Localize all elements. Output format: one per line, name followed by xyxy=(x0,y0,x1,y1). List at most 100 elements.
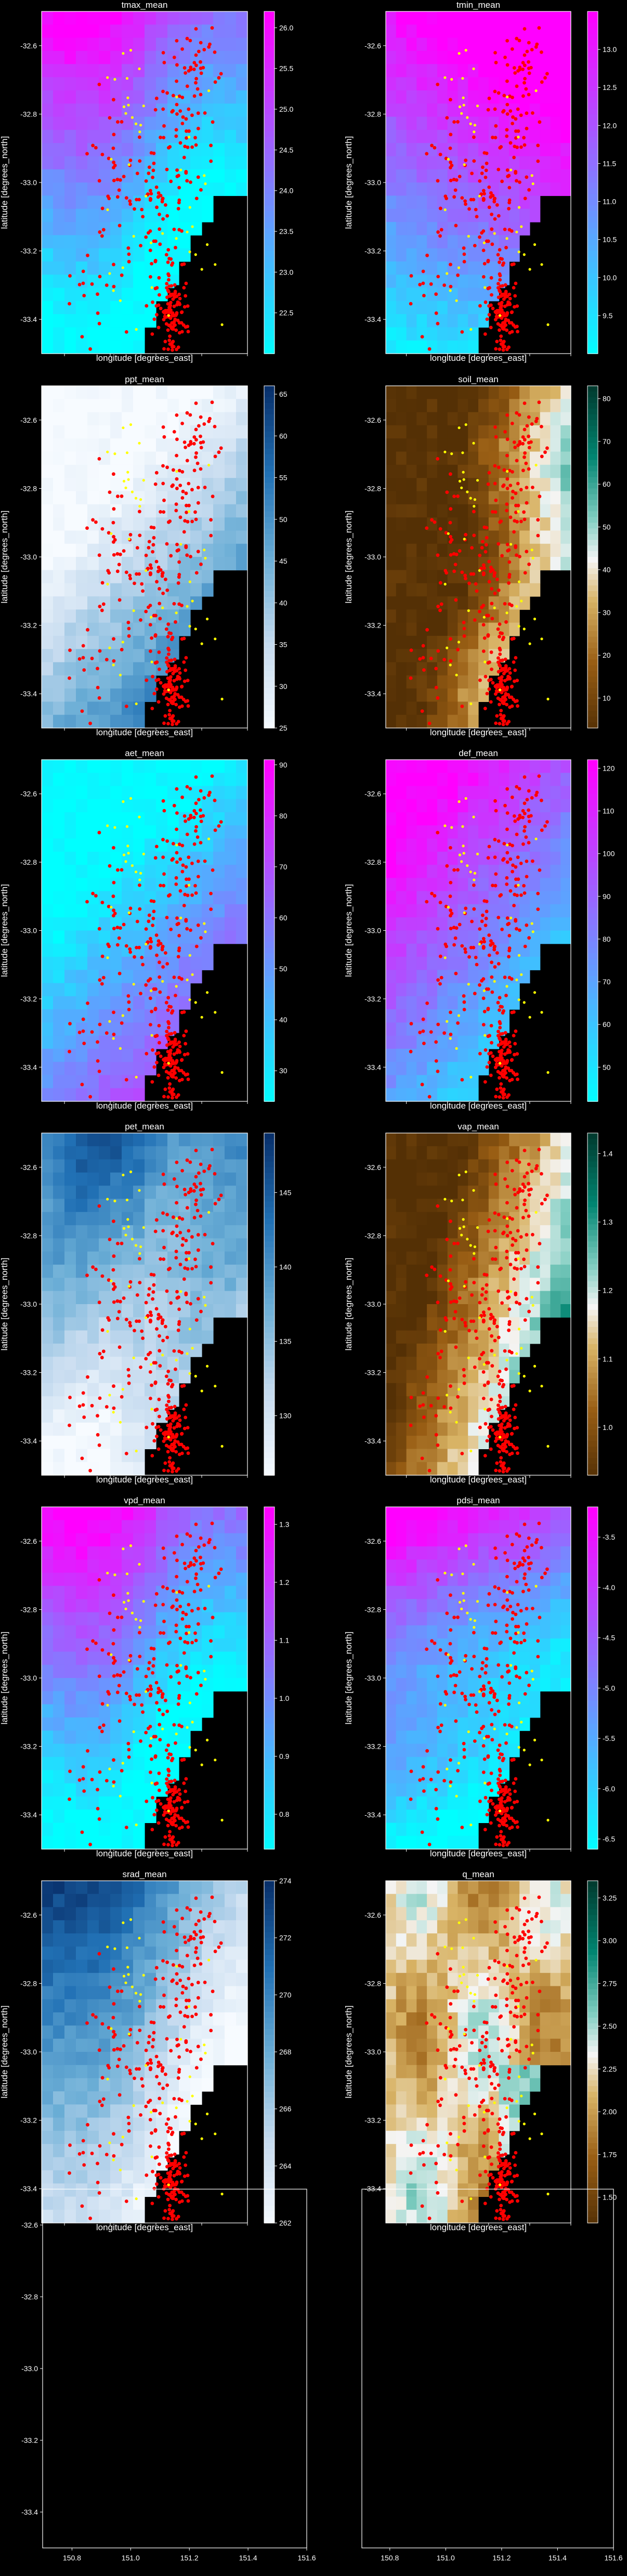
colorbar-segment xyxy=(264,805,275,812)
red-point xyxy=(409,676,413,680)
yellow-point xyxy=(510,168,513,172)
heatmap-cell xyxy=(167,983,179,997)
heatmap-cell xyxy=(64,530,76,544)
heatmap-cell xyxy=(488,760,500,773)
yellow-point xyxy=(113,826,116,829)
y-tick-label: -32.6 xyxy=(20,42,37,50)
red-point xyxy=(90,656,94,660)
heatmap-cell xyxy=(468,825,479,839)
red-point xyxy=(175,916,179,920)
red-point xyxy=(112,472,115,476)
colorbar-segment xyxy=(264,57,275,63)
red-point xyxy=(522,136,526,140)
heatmap-cell xyxy=(122,1035,134,1049)
heatmap-cell xyxy=(76,583,88,597)
yellow-point xyxy=(179,916,182,919)
heatmap-cell xyxy=(468,169,479,183)
red-point xyxy=(192,94,197,98)
yellow-point xyxy=(110,532,113,535)
heatmap-cell xyxy=(427,865,438,879)
heatmap-cell xyxy=(122,37,134,51)
heatmap-cell xyxy=(42,314,54,328)
heatmap-cell xyxy=(99,451,111,465)
colorbar-tick-label: 45 xyxy=(279,557,288,565)
red-point xyxy=(512,1010,516,1014)
colorbar-segment xyxy=(587,137,598,144)
red-point xyxy=(165,214,169,218)
yellow-point xyxy=(506,470,509,473)
heatmap-cell xyxy=(416,183,427,196)
red-point xyxy=(80,1083,84,1087)
heatmap-cell xyxy=(509,11,520,25)
red-point xyxy=(512,440,516,444)
red-point xyxy=(516,330,519,334)
heatmap-cell xyxy=(519,399,530,413)
red-point xyxy=(512,286,516,290)
heatmap-cell xyxy=(122,543,134,557)
heatmap-cell xyxy=(99,838,111,852)
red-point xyxy=(527,441,531,445)
heatmap-cell xyxy=(167,504,179,518)
heatmap-cell xyxy=(179,773,191,787)
colorbar-segment xyxy=(264,216,275,223)
heatmap-cell xyxy=(99,996,111,1010)
heatmap-cell xyxy=(396,983,407,997)
red-point xyxy=(188,787,192,791)
heatmap-cell xyxy=(179,235,191,249)
heatmap-cell xyxy=(406,235,417,249)
heatmap-cell xyxy=(416,1088,427,1102)
heatmap-cell xyxy=(478,688,489,702)
heatmap-cell xyxy=(478,865,489,879)
heatmap-cell xyxy=(560,478,571,492)
red-point xyxy=(505,347,509,352)
heatmap-cell xyxy=(64,714,76,728)
heatmap-cell xyxy=(76,596,88,610)
red-point xyxy=(115,195,120,199)
red-point xyxy=(144,235,148,239)
heatmap-cell xyxy=(110,103,122,118)
heatmap-cell xyxy=(167,399,179,413)
colorbar-segment xyxy=(587,256,598,263)
heatmap-cell xyxy=(416,77,427,91)
red-point xyxy=(449,160,452,164)
heatmap-cell xyxy=(509,957,520,970)
yellow-point xyxy=(108,272,111,275)
heatmap-cell xyxy=(64,557,76,570)
heatmap-cell xyxy=(87,760,99,773)
heatmap-cell xyxy=(202,530,214,544)
heatmap-cell xyxy=(386,904,397,918)
heatmap-cell xyxy=(53,386,65,399)
red-point xyxy=(545,72,549,76)
red-point xyxy=(479,192,484,196)
red-point xyxy=(458,175,462,178)
red-point xyxy=(512,262,516,266)
red-point xyxy=(516,704,519,708)
heatmap-cell xyxy=(468,943,479,957)
red-point xyxy=(133,207,136,211)
heatmap-cell xyxy=(560,878,571,892)
red-point xyxy=(149,571,152,575)
colorbar-segment xyxy=(587,392,598,398)
heatmap-cell xyxy=(416,222,427,236)
heatmap-cell xyxy=(64,183,76,196)
heatmap-cell xyxy=(76,222,88,236)
red-point xyxy=(482,566,486,570)
heatmap-cell xyxy=(396,103,407,118)
heatmap-cell xyxy=(458,812,468,826)
red-point xyxy=(172,803,176,808)
heatmap-cell xyxy=(99,386,111,399)
red-point xyxy=(510,603,514,607)
heatmap-cell xyxy=(509,235,520,249)
red-point xyxy=(161,217,165,221)
red-point xyxy=(185,785,189,789)
heatmap-cell xyxy=(437,662,448,676)
heatmap-cell xyxy=(529,209,541,223)
red-point xyxy=(187,129,191,133)
heatmap-cell xyxy=(179,583,191,597)
heatmap-cell xyxy=(447,662,459,676)
heatmap-cell xyxy=(133,517,145,531)
heatmap-cell xyxy=(76,235,88,249)
red-point xyxy=(192,842,197,846)
heatmap-cell xyxy=(386,64,397,78)
heatmap-cell xyxy=(236,557,248,570)
